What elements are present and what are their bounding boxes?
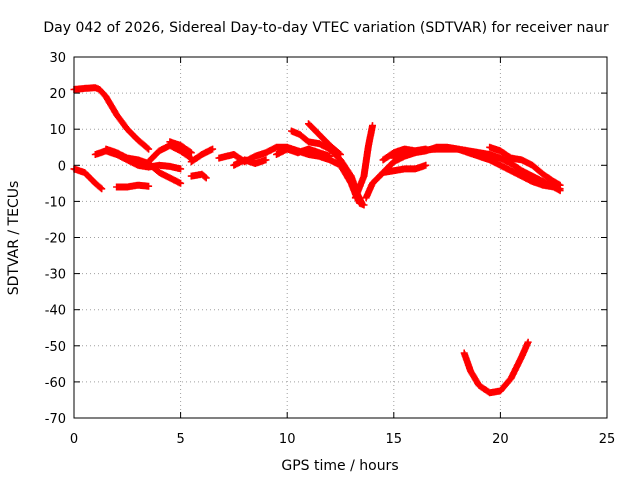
series-track-19 [390,145,564,195]
y-tick-label: 30 [49,51,66,66]
series-track-15 [351,122,376,202]
y-axis-label: SDTVAR / TECUs [6,181,22,296]
y-tick-label: -60 [45,376,66,391]
x-axis-label: GPS time / hours [281,458,398,474]
y-tick-label: -50 [45,340,66,355]
data-series [70,84,564,397]
series-track-14 [305,120,344,158]
data-point-markers [145,141,195,166]
series-track-20 [486,143,564,189]
y-tick-label: -20 [45,232,66,247]
y-tick-label: 20 [49,87,66,102]
series-track-21 [460,338,532,397]
data-point-markers [273,145,334,160]
series-track-6 [145,141,195,166]
data-point-markers [113,181,153,191]
y-tick-label: -10 [45,195,66,210]
series-track-11 [230,156,270,169]
data-point-markers [460,338,532,397]
x-tick-label: 5 [176,432,184,447]
series-track-12 [273,145,334,160]
data-point-markers [187,170,210,182]
series-track-8 [187,145,217,166]
series-track-18 [379,161,430,176]
series-track-4 [113,181,153,191]
axis-ticks: 30 20 10 0 -10 -20 -30 -40 -50 -60 -70 0 5 10 15 20 25 [45,51,616,447]
data-point-markers [379,161,430,176]
x-tick-label: 15 [386,432,403,447]
x-tick-label: 20 [492,432,509,447]
data-point-markers [486,143,564,189]
data-point-markers [351,122,376,202]
x-tick-label: 0 [70,432,78,447]
data-point-markers [230,156,270,169]
y-tick-label: -40 [45,304,66,319]
data-point-markers [390,145,564,195]
series-track-7 [166,138,195,157]
y-tick-label: 0 [58,159,66,174]
y-tick-label: -30 [45,268,66,283]
y-tick-label: 10 [49,123,66,138]
x-tick-label: 25 [599,432,616,447]
grid-lines [74,57,607,418]
data-point-markers [305,120,344,158]
chart-title: Day 042 of 2026, Sidereal Day-to-day VTE… [43,20,609,36]
series-track-9 [187,170,210,182]
y-tick-label: -70 [45,412,66,427]
data-point-markers [166,138,195,157]
x-tick-label: 10 [279,432,296,447]
data-point-markers [187,145,217,166]
